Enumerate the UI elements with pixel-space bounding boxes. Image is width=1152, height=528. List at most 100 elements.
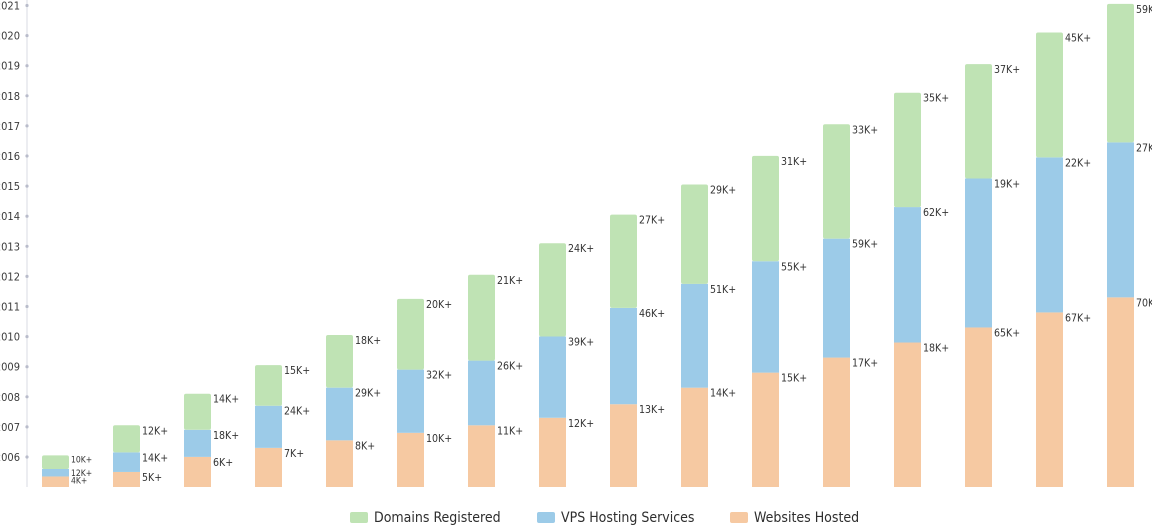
bar-segment-websites-hosted — [184, 456, 211, 487]
bar-segment-domains-registered — [397, 298, 424, 370]
y-tick-label: 2012 — [0, 270, 20, 283]
bar-segment-websites-hosted — [468, 425, 495, 487]
bar-segment-websites-hosted — [397, 432, 424, 487]
bar-segment-domains-registered — [752, 155, 779, 262]
legend-label: VPS Hosting Services — [561, 510, 694, 526]
y-tick-label: 2017 — [0, 120, 20, 133]
bar-value-label: 31K+ — [781, 156, 807, 168]
y-tick-label: 2010 — [0, 331, 20, 344]
bar-segment-websites-hosted — [255, 447, 282, 487]
bar-value-label: 18K+ — [923, 343, 949, 355]
bar-segment-vps-hosting-services — [113, 452, 140, 472]
bar-segment-vps-hosting-services — [1107, 142, 1134, 298]
bar-segment-domains-registered — [255, 365, 282, 406]
bars — [42, 3, 1134, 487]
bar-value-label: 70K+ — [1136, 297, 1152, 309]
y-tick-dot — [25, 304, 29, 309]
bar-segment-vps-hosting-services — [823, 238, 850, 358]
bar-value-label: 27K+ — [639, 215, 665, 227]
bar-value-label: 15K+ — [781, 373, 807, 385]
bar-value-label: 20K+ — [426, 299, 452, 311]
bar-value-label: 59K+ — [852, 239, 878, 251]
bar-value-label: 27K+ — [1136, 142, 1152, 154]
bar-value-label: 6K+ — [213, 457, 233, 469]
y-tick-label: 2006 — [0, 451, 20, 464]
bar-segment-domains-registered — [184, 393, 211, 430]
y-tick-dot — [25, 214, 29, 218]
y-tick-dot — [25, 3, 29, 8]
bar-value-label: 39K+ — [568, 337, 594, 349]
y-tick-dot — [25, 395, 29, 399]
bar-segment-domains-registered — [894, 92, 921, 208]
bar-value-label: 32K+ — [426, 370, 452, 382]
bar-value-label: 17K+ — [852, 358, 878, 370]
bar-segment-vps-hosting-services — [681, 283, 708, 388]
legend-swatch — [537, 512, 555, 523]
bar-value-label: 29K+ — [710, 184, 736, 196]
bar-segment-vps-hosting-services — [184, 429, 211, 457]
bar-value-label: 59K+ — [1136, 4, 1152, 16]
bar-value-label: 14K+ — [142, 452, 168, 464]
y-tick-dot — [25, 335, 29, 339]
bar-segment-domains-registered — [468, 274, 495, 361]
y-tick-label: 2019 — [0, 60, 20, 73]
bar-value-label: 18K+ — [355, 335, 381, 347]
y-tick-dot — [25, 34, 29, 38]
bar-segment-domains-registered — [1036, 32, 1063, 158]
bar-segment-websites-hosted — [1036, 312, 1063, 487]
bar-segment-websites-hosted — [539, 417, 566, 487]
bar-value-label: 67K+ — [1065, 312, 1091, 324]
legend-swatch — [350, 512, 368, 523]
bar-value-label: 14K+ — [213, 394, 239, 406]
bar-value-label: 45K+ — [1065, 32, 1091, 44]
y-tick-dot — [25, 455, 29, 459]
bar-value-label: 12K+ — [142, 425, 168, 437]
bar-value-label: 26K+ — [497, 361, 523, 373]
bar-value-label: 4K+ — [71, 476, 87, 486]
bar-value-label: 19K+ — [994, 178, 1020, 190]
bar-value-label: 5K+ — [142, 472, 162, 484]
y-tick-dot — [25, 64, 29, 68]
bar-segment-websites-hosted — [894, 342, 921, 487]
y-tick-label: 2018 — [0, 90, 20, 103]
legend: Domains Registered VPS Hosting Services We… — [350, 510, 859, 526]
bar-segment-domains-registered — [610, 214, 637, 308]
bar-value-label: 15K+ — [284, 365, 310, 377]
bar-segment-websites-hosted — [610, 404, 637, 487]
bar-segment-websites-hosted — [752, 372, 779, 487]
y-tick-label: 2014 — [0, 210, 20, 223]
y-tick-dot — [25, 124, 29, 128]
bar-segment-domains-registered — [42, 455, 69, 469]
y-tick-label: 2021 — [0, 0, 20, 13]
bar-segment-vps-hosting-services — [1036, 157, 1063, 313]
value-labels: 4K+12K+10K+5K+14K+12K+6K+18K+14K+7K+24K+… — [71, 4, 1152, 487]
bar-value-label: 13K+ — [639, 404, 665, 416]
bar-value-label: 46K+ — [639, 308, 665, 320]
bar-value-label: 62K+ — [923, 207, 949, 219]
bar-segment-vps-hosting-services — [255, 405, 282, 448]
bar-value-label: 65K+ — [994, 327, 1020, 339]
y-tick-label: 2020 — [0, 30, 20, 43]
bar-segment-websites-hosted — [42, 476, 69, 487]
bar-segment-vps-hosting-services — [752, 261, 779, 373]
bar-segment-domains-registered — [539, 243, 566, 337]
y-tick-dot — [25, 244, 29, 248]
bar-segment-domains-registered — [1107, 3, 1134, 143]
y-tick-dot — [25, 184, 29, 188]
bar-segment-vps-hosting-services — [894, 207, 921, 343]
y-tick-label: 2008 — [0, 391, 20, 404]
bar-value-label: 21K+ — [497, 275, 523, 287]
bar-value-label: 24K+ — [284, 406, 310, 418]
y-tick-label: 2016 — [0, 150, 20, 163]
bar-value-label: 14K+ — [710, 388, 736, 400]
bar-value-label: 10K+ — [71, 455, 92, 465]
bar-segment-vps-hosting-services — [397, 369, 424, 433]
bar-value-label: 10K+ — [426, 433, 452, 445]
bar-value-label: 29K+ — [355, 388, 381, 400]
bar-value-label: 12K+ — [568, 418, 594, 430]
y-tick-label: 2009 — [0, 361, 20, 374]
bar-value-label: 55K+ — [781, 261, 807, 273]
